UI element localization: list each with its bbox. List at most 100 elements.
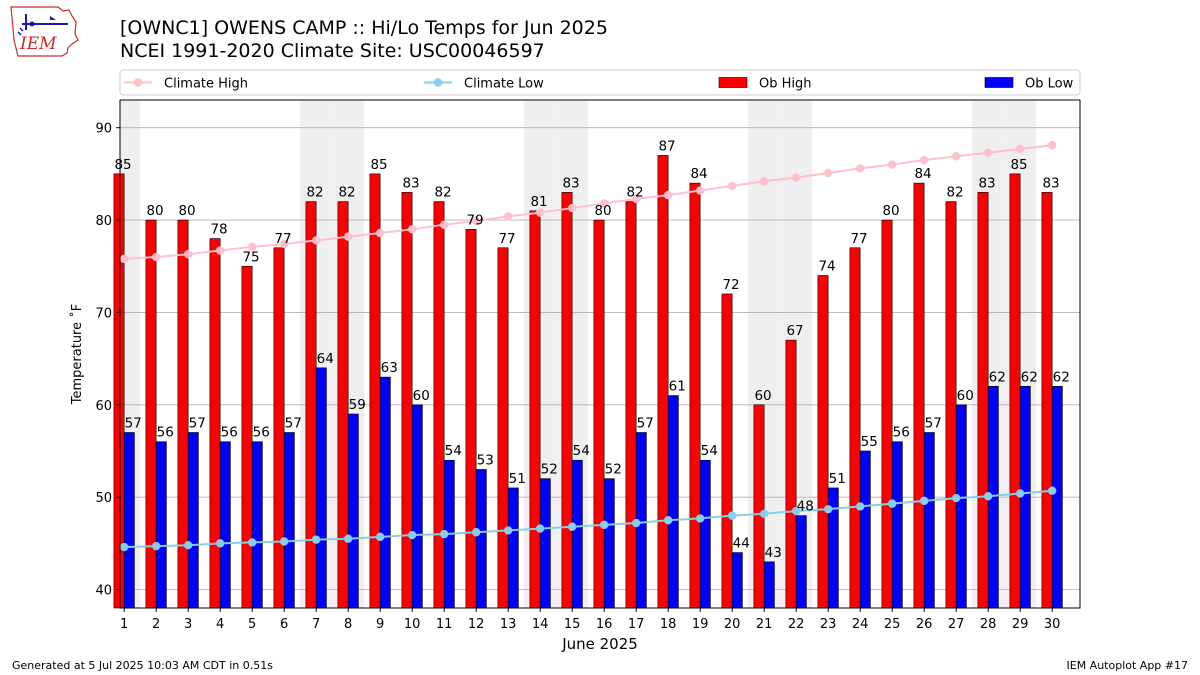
x-tick-label: 14 (532, 617, 549, 632)
ob-high-bar (625, 201, 637, 609)
x-tick-label: 5 (248, 617, 256, 632)
ob-high-label: 80 (594, 203, 611, 219)
x-tick-label: 28 (980, 617, 997, 632)
climate-high-point (759, 177, 769, 186)
generated-timestamp: Generated at 5 Jul 2025 10:03 AM CDT in … (12, 659, 273, 672)
ob-high-bar (657, 155, 669, 609)
ob-low-label: 57 (189, 416, 206, 432)
climate-high-point (631, 194, 641, 204)
legend-climate-low-marker (433, 78, 443, 87)
y-tick-label: 60 (95, 399, 112, 414)
ob-low-bar (763, 561, 775, 609)
ob-high-label: 67 (786, 323, 803, 339)
climate-high-point (823, 168, 833, 178)
ob-high-bar (945, 201, 957, 609)
x-tick-label: 10 (404, 617, 421, 632)
climate-low-point (407, 530, 417, 540)
climate-high-point (535, 208, 545, 217)
ob-high-bar (209, 238, 221, 609)
x-tick-label: 8 (344, 617, 352, 632)
legend-climate-high-label: Climate High (164, 77, 248, 92)
ob-low-label: 63 (381, 360, 398, 376)
y-tick-label: 50 (95, 491, 112, 506)
climate-high-point (663, 190, 673, 200)
ob-low-label: 54 (701, 443, 718, 459)
ob-high-bar (401, 192, 413, 609)
ob-low-bar (347, 413, 359, 609)
climate-low-point (759, 509, 769, 518)
climate-high-point (119, 254, 129, 264)
x-tick-label: 24 (852, 617, 869, 632)
ob-low-label: 54 (573, 443, 590, 459)
chart-title: [OWNC1] OWENS CAMP :: Hi/Lo Temps for Ju… (120, 17, 608, 39)
ob-high-label: 83 (562, 175, 579, 191)
ob-high-label: 81 (530, 194, 547, 210)
ob-low-label: 62 (989, 369, 1006, 385)
ob-low-bar (699, 459, 711, 609)
climate-low-point (727, 511, 737, 520)
ob-high-label: 84 (914, 166, 931, 182)
climate-low-point (1015, 489, 1025, 498)
climate-low-point (311, 535, 321, 544)
ob-low-label: 57 (925, 416, 942, 432)
x-tick-label: 11 (436, 617, 453, 632)
legend-climate-low-label: Climate Low (464, 77, 544, 92)
x-tick-label: 27 (948, 617, 965, 632)
ob-low-bar (955, 404, 967, 609)
ob-high-bar (113, 173, 125, 609)
ob-low-label: 60 (957, 388, 974, 404)
climate-low-point (375, 532, 385, 542)
climate-high-point (151, 252, 161, 262)
ob-high-label: 82 (434, 185, 451, 201)
climate-high-point (311, 236, 321, 245)
climate-high-point (855, 164, 865, 173)
ob-high-bar (561, 192, 573, 609)
ob-high-label: 78 (210, 222, 227, 238)
x-tick-label: 26 (916, 617, 933, 632)
ob-low-label: 51 (509, 471, 526, 487)
climate-high-point (599, 199, 609, 208)
x-tick-label: 9 (376, 617, 384, 632)
ob-low-label: 44 (733, 536, 750, 552)
ob-high-bar (529, 210, 541, 609)
climate-high-point (951, 152, 961, 161)
ob-low-bar (283, 432, 295, 609)
ob-low-label: 52 (541, 462, 558, 478)
x-tick-label: 2 (152, 617, 160, 632)
ob-high-label: 80 (146, 203, 163, 219)
ob-high-label: 82 (946, 185, 963, 201)
ob-low-label: 61 (669, 379, 686, 395)
legend-box (119, 69, 1081, 96)
ob-low-bar (475, 469, 487, 609)
ob-low-label: 57 (125, 416, 142, 432)
x-tick-label: 12 (468, 617, 485, 632)
app-label: IEM Autoplot App #17 (1066, 659, 1189, 672)
climate-high-point (887, 160, 897, 169)
x-tick-label: 6 (280, 617, 288, 632)
climate-low-point (663, 516, 673, 525)
ob-low-label: 56 (157, 425, 174, 441)
climate-high-point (247, 242, 257, 252)
climate-high-point (1047, 141, 1057, 150)
ob-high-bar (1041, 192, 1053, 609)
ob-low-bar (379, 376, 391, 609)
climate-high-point (407, 225, 417, 234)
x-tick-label: 21 (756, 617, 773, 632)
ob-low-bar (251, 441, 263, 609)
ob-low-bar (219, 441, 231, 609)
y-tick-label: 80 (95, 214, 112, 229)
ob-high-label: 75 (242, 249, 259, 265)
climate-high-point (279, 239, 289, 249)
x-tick-label: 18 (660, 617, 677, 632)
climate-low-point (503, 526, 513, 535)
legend-ob-low-label: Ob Low (1025, 77, 1074, 92)
x-tick-label: 25 (884, 617, 901, 632)
ob-low-label: 59 (349, 397, 366, 413)
legend-ob-high-label: Ob High (759, 77, 812, 92)
ob-high-bar (721, 293, 733, 609)
ob-high-bar (689, 182, 701, 609)
ob-high-bar (241, 265, 253, 609)
climate-low-point (279, 537, 289, 546)
x-tick-label: 17 (628, 617, 645, 632)
climate-low-point (951, 493, 961, 503)
